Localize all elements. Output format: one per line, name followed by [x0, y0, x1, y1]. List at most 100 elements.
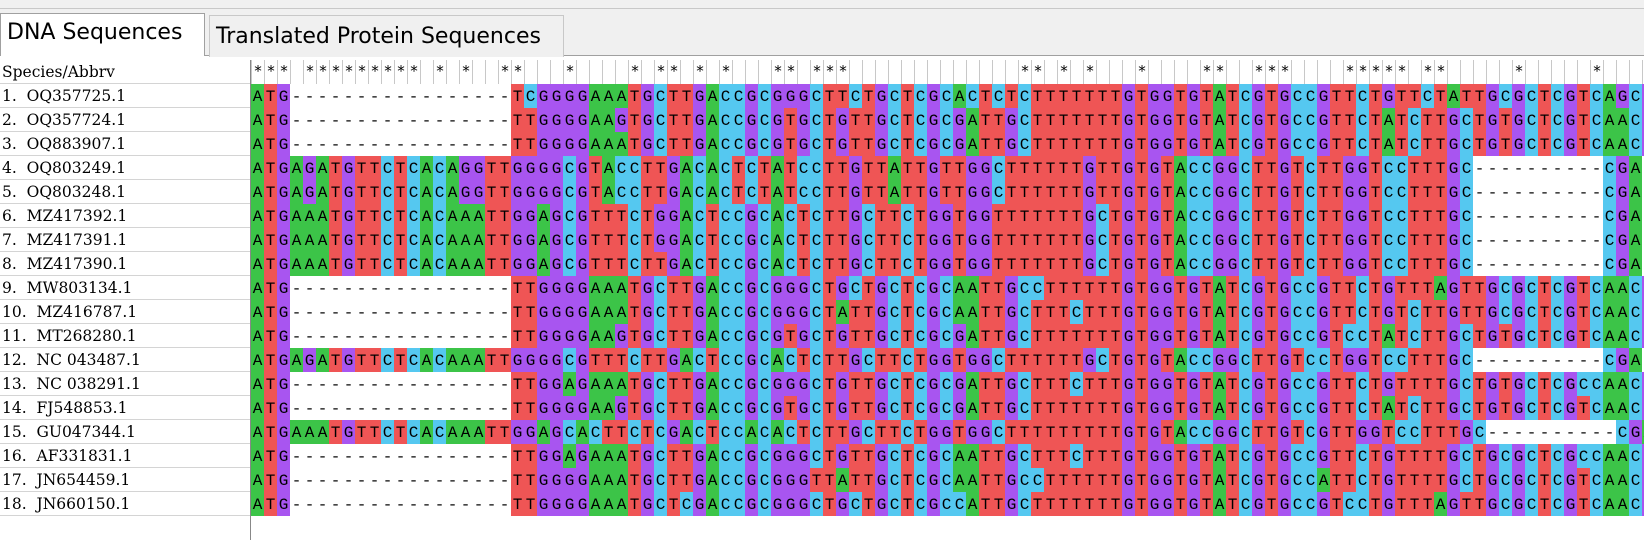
sequence-name[interactable]: 15. GU047344.1	[0, 420, 250, 444]
base-T: T	[862, 372, 875, 396]
base-G: G	[1278, 420, 1291, 444]
tab-dna-sequences[interactable]: DNA Sequences	[0, 13, 205, 56]
sequence-name[interactable]: 10. MZ416787.1	[0, 300, 250, 324]
base-C: C	[940, 396, 953, 420]
base-T: T	[498, 348, 511, 372]
base-T: T	[511, 396, 524, 420]
base-T: T	[862, 396, 875, 420]
base-T: T	[1434, 228, 1447, 252]
sequence-name[interactable]: 16. AF331831.1	[0, 444, 250, 468]
gap-cell: -	[342, 396, 355, 420]
base-T: T	[264, 492, 277, 516]
base-C: C	[719, 276, 732, 300]
gap-cell: -	[420, 108, 433, 132]
sequence-name[interactable]: 12. NC 043487.1	[0, 348, 250, 372]
base-T: T	[264, 180, 277, 204]
base-C: C	[732, 300, 745, 324]
sequence-name[interactable]: 17. JN654459.1	[0, 468, 250, 492]
sequence-name[interactable]: 11. MT268280.1	[0, 324, 250, 348]
sequence-name[interactable]: 18. JN660150.1	[0, 492, 250, 516]
base-C: C	[914, 276, 927, 300]
base-T: T	[524, 108, 537, 132]
base-T: T	[1434, 324, 1447, 348]
base-T: T	[1057, 156, 1070, 180]
base-C: C	[810, 108, 823, 132]
base-C: C	[758, 84, 771, 108]
conservation-mark	[1525, 60, 1538, 84]
base-C: C	[888, 300, 901, 324]
tab-translated-protein-sequences[interactable]: Translated Protein Sequences	[209, 15, 564, 57]
base-A: A	[680, 180, 693, 204]
base-T: T	[1096, 180, 1109, 204]
base-G: G	[576, 228, 589, 252]
sequence-name[interactable]: 6. MZ417392.1	[0, 204, 250, 228]
base-A: A	[251, 252, 264, 276]
base-C: C	[1577, 372, 1590, 396]
base-C: C	[758, 492, 771, 516]
sequence-name[interactable]: 14. FJ548853.1	[0, 396, 250, 420]
base-G: G	[277, 228, 290, 252]
base-T: T	[1070, 108, 1083, 132]
base-A: A	[706, 324, 719, 348]
sequence-name[interactable]: 9. MW803134.1	[0, 276, 250, 300]
gap-cell: -	[316, 444, 329, 468]
base-G: G	[576, 492, 589, 516]
conservation-mark	[576, 60, 589, 84]
conservation-mark: *	[303, 60, 316, 84]
gap-cell: -	[1486, 156, 1499, 180]
sequence-name[interactable]: 13. NC 038291.1	[0, 372, 250, 396]
base-C: C	[1239, 108, 1252, 132]
base-A: A	[966, 372, 979, 396]
sequence-name[interactable]: 4. OQ803249.1	[0, 156, 250, 180]
sequence-name[interactable]: 3. OQ883907.1	[0, 132, 250, 156]
base-C: C	[1304, 372, 1317, 396]
base-T: T	[667, 300, 680, 324]
base-T: T	[368, 228, 381, 252]
base-T: T	[1317, 204, 1330, 228]
base-T: T	[1330, 180, 1343, 204]
base-G: G	[979, 228, 992, 252]
base-G: G	[784, 276, 797, 300]
sequence-name[interactable]: 2. OQ357724.1	[0, 108, 250, 132]
base-C: C	[589, 420, 602, 444]
base-A: A	[602, 300, 615, 324]
base-G: G	[1512, 396, 1525, 420]
base-T: T	[979, 84, 992, 108]
base-G: G	[537, 156, 550, 180]
base-G: G	[524, 252, 537, 276]
base-T: T	[1473, 84, 1486, 108]
alignment-view[interactable]: * * * * * * * * * * * * * * * * * * * * * * * * * * * * * * * * * * * * * * * *…	[251, 60, 1644, 540]
base-C: C	[693, 156, 706, 180]
base-T: T	[823, 180, 836, 204]
base-T: T	[1291, 204, 1304, 228]
base-A: A	[680, 252, 693, 276]
base-C: C	[719, 84, 732, 108]
sequence-name[interactable]: 7. MZ417391.1	[0, 228, 250, 252]
sequence-name[interactable]: 8. MZ417390.1	[0, 252, 250, 276]
sequence-name[interactable]: 1. OQ357725.1	[0, 84, 250, 108]
base-G: G	[576, 444, 589, 468]
base-C: C	[654, 108, 667, 132]
gap-cell: -	[290, 372, 303, 396]
sequence-name[interactable]: 5. OQ803248.1	[0, 180, 250, 204]
base-G: G	[1616, 180, 1629, 204]
base-T: T	[953, 204, 966, 228]
